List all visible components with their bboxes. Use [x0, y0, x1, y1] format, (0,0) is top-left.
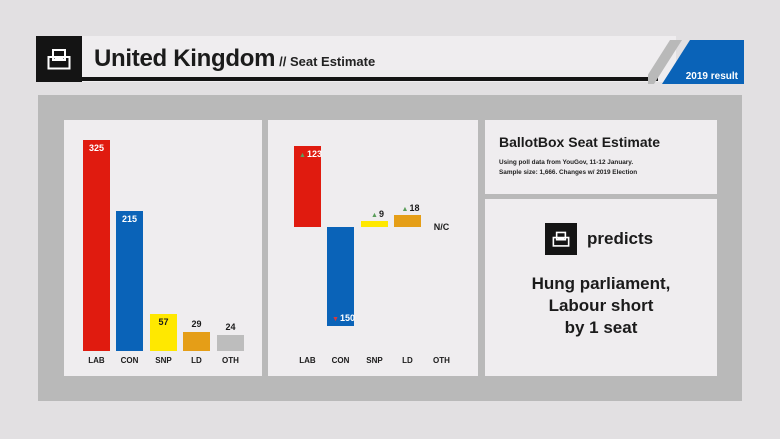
- change-value: 150: [339, 312, 355, 323]
- category-label-change-ld: LD: [402, 356, 413, 365]
- main-frame: 325 LAB 215 CON 57 SNP 29 LD 24 OTH ▲123 LAB ▼150 CO…: [38, 95, 742, 401]
- bar-change-con: [327, 227, 354, 326]
- category-label-snp: SNP: [155, 356, 172, 365]
- estimate-title: BallotBox Seat Estimate: [499, 134, 661, 150]
- data-label-change-con: ▼150: [325, 313, 362, 323]
- estimate-description-line: Using poll data from YouGov, 11-12 Janua…: [499, 159, 634, 166]
- ballot-box-icon: [36, 36, 82, 82]
- country-name: United Kingdom: [94, 45, 276, 72]
- result-badge-label: 2019 result: [685, 71, 738, 82]
- verdict-line: by 1 seat: [564, 318, 638, 337]
- no-change-label-oth: N/C: [433, 222, 450, 232]
- change-value: 9: [378, 209, 384, 220]
- category-label-change-oth: OTH: [433, 356, 450, 365]
- category-label-change-lab: LAB: [299, 356, 316, 365]
- data-label-change-ld: ▲18: [392, 203, 429, 213]
- data-label-lab: 325: [88, 143, 105, 153]
- prediction-verdict: Hung parliament, Labour short by 1 seat: [485, 273, 717, 339]
- bar-change-snp: [361, 221, 388, 227]
- category-label-ld: LD: [191, 356, 202, 365]
- category-label-lab: LAB: [88, 356, 105, 365]
- category-label-oth: OTH: [222, 356, 239, 365]
- up-arrow-icon: ▲: [371, 212, 378, 220]
- category-label-change-snp: SNP: [366, 356, 383, 365]
- title-underline: [36, 77, 658, 81]
- change-value: 18: [409, 203, 420, 214]
- title-strip: United Kingdom// Seat Estimate: [36, 36, 676, 82]
- bar-oth: [217, 335, 244, 351]
- estimate-info-panel: BallotBox Seat Estimate Using poll data …: [485, 120, 717, 194]
- bar-con: [116, 211, 143, 351]
- bar-change-ld: [394, 215, 421, 227]
- result-badge: 2019 result: [648, 36, 744, 86]
- page-subtitle: // Seat Estimate: [279, 54, 376, 69]
- down-arrow-icon: ▼: [332, 315, 339, 323]
- bar-ld: [183, 332, 210, 351]
- prediction-panel: predicts Hung parliament, Labour short b…: [485, 199, 717, 376]
- bar-snp: [150, 313, 177, 351]
- seat-estimate-chart-panel: 325 LAB 215 CON 57 SNP 29 LD 24 OTH: [64, 120, 262, 376]
- up-arrow-icon: ▲: [299, 152, 306, 159]
- verdict-line: Hung parliament,: [531, 274, 671, 293]
- ballot-box-icon: [545, 223, 577, 255]
- prediction-label: predicts: [587, 229, 654, 248]
- data-label-ld: 29: [191, 319, 202, 330]
- change-value: 123: [306, 149, 322, 159]
- data-label-snp: 57: [158, 316, 169, 327]
- data-label-oth: 24: [225, 322, 236, 333]
- prediction-header: predicts: [545, 223, 653, 255]
- page-title: United Kingdom// Seat Estimate: [94, 45, 375, 73]
- category-label-con: CON: [120, 356, 139, 365]
- seat-change-chart-panel: ▲123 LAB ▼150 CON ▲9 SNP ▲18 LD N/C OTH: [268, 120, 478, 376]
- data-label-con: 215: [121, 214, 138, 225]
- data-label-change-snp: ▲9: [359, 209, 396, 219]
- header: United Kingdom// Seat Estimate 2019 resu…: [36, 36, 744, 86]
- verdict-line: Labour short: [548, 296, 654, 315]
- bar-change-lab: [294, 146, 321, 227]
- bar-lab: [83, 140, 110, 351]
- category-label-change-con: CON: [331, 356, 350, 365]
- data-label-change-lab: ▲123: [292, 149, 329, 159]
- estimate-description: Using poll data from YouGov, 11-12 Janua…: [499, 158, 709, 177]
- up-arrow-icon: ▲: [401, 206, 409, 214]
- estimate-description-line: Sample size: 1,666. Changes w/ 2019 Elec…: [499, 168, 638, 176]
